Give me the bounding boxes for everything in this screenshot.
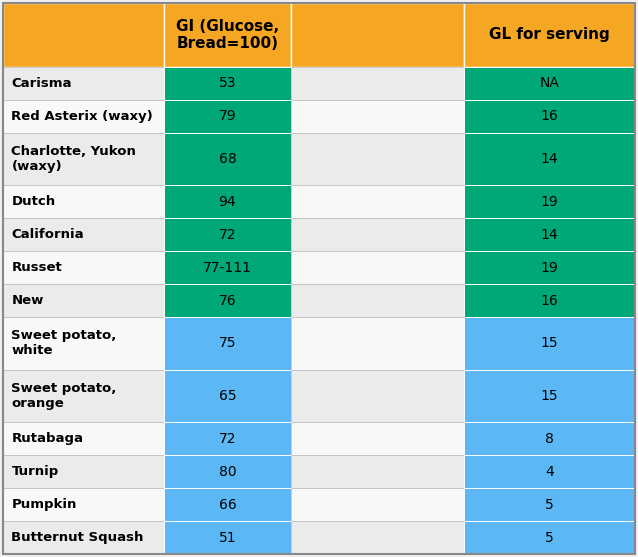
Bar <box>3 218 164 251</box>
Text: 68: 68 <box>219 152 236 166</box>
Bar <box>290 423 464 456</box>
Text: Sweet potato,
orange: Sweet potato, orange <box>11 382 117 410</box>
Bar <box>3 251 164 284</box>
Text: 19: 19 <box>540 195 558 209</box>
Bar <box>464 488 635 521</box>
Bar <box>464 185 635 218</box>
Text: 8: 8 <box>545 432 554 446</box>
Bar <box>290 185 464 218</box>
Bar <box>3 133 164 185</box>
Bar <box>164 100 290 133</box>
Bar <box>290 3 464 67</box>
Bar <box>164 284 290 317</box>
Text: Dutch: Dutch <box>11 196 56 208</box>
Bar <box>3 317 164 370</box>
Text: 15: 15 <box>541 389 558 403</box>
Bar <box>164 423 290 456</box>
Bar <box>3 185 164 218</box>
Text: 15: 15 <box>541 336 558 350</box>
Bar <box>464 100 635 133</box>
Text: Sweet potato,
white: Sweet potato, white <box>11 329 117 358</box>
Bar <box>164 456 290 488</box>
Text: 5: 5 <box>545 498 554 512</box>
Bar <box>290 218 464 251</box>
Bar <box>164 521 290 554</box>
Bar <box>290 251 464 284</box>
Bar <box>164 488 290 521</box>
Text: 14: 14 <box>541 152 558 166</box>
Bar <box>164 185 290 218</box>
Text: 14: 14 <box>541 228 558 242</box>
Text: Charlotte, Yukon
(waxy): Charlotte, Yukon (waxy) <box>11 145 137 173</box>
Text: 65: 65 <box>219 389 236 403</box>
Text: 16: 16 <box>540 294 558 307</box>
Text: 72: 72 <box>219 228 236 242</box>
Text: 16: 16 <box>540 109 558 123</box>
Text: 77-111: 77-111 <box>203 261 252 275</box>
Text: Turnip: Turnip <box>11 466 59 478</box>
Text: NA: NA <box>540 76 560 90</box>
Bar <box>3 370 164 423</box>
Bar <box>164 218 290 251</box>
Text: 79: 79 <box>219 109 236 123</box>
Bar <box>464 284 635 317</box>
Bar <box>290 133 464 185</box>
Bar <box>164 133 290 185</box>
Text: GI (Glucose,
Bread=100): GI (Glucose, Bread=100) <box>176 18 279 51</box>
Text: Red Asterix (waxy): Red Asterix (waxy) <box>11 110 153 123</box>
Bar <box>164 370 290 423</box>
Bar <box>290 100 464 133</box>
Bar <box>3 67 164 100</box>
Text: 51: 51 <box>219 531 236 545</box>
Text: GL for serving: GL for serving <box>489 27 610 42</box>
Bar <box>164 67 290 100</box>
Text: 72: 72 <box>219 432 236 446</box>
Text: 94: 94 <box>219 195 236 209</box>
Text: 75: 75 <box>219 336 236 350</box>
Bar <box>464 370 635 423</box>
Bar <box>290 456 464 488</box>
Bar <box>3 284 164 317</box>
Bar <box>164 251 290 284</box>
Bar <box>3 456 164 488</box>
Text: 80: 80 <box>219 465 236 479</box>
Bar <box>464 218 635 251</box>
Bar <box>290 370 464 423</box>
Bar <box>290 488 464 521</box>
Text: 4: 4 <box>545 465 554 479</box>
Text: 5: 5 <box>545 531 554 545</box>
Text: 53: 53 <box>219 76 236 90</box>
Bar <box>290 67 464 100</box>
Bar <box>464 133 635 185</box>
Bar <box>3 521 164 554</box>
Bar <box>290 521 464 554</box>
Text: 66: 66 <box>219 498 236 512</box>
Text: Rutabaga: Rutabaga <box>11 432 84 446</box>
Bar <box>3 3 164 67</box>
Text: Carisma: Carisma <box>11 77 72 90</box>
Bar <box>3 423 164 456</box>
Text: Russet: Russet <box>11 261 63 274</box>
Bar <box>3 100 164 133</box>
Bar <box>464 67 635 100</box>
Bar <box>164 317 290 370</box>
Bar <box>290 317 464 370</box>
Bar <box>290 284 464 317</box>
Bar <box>3 488 164 521</box>
Text: Pumpkin: Pumpkin <box>11 499 77 511</box>
Bar <box>464 423 635 456</box>
Bar <box>464 3 635 67</box>
Text: New: New <box>11 294 44 307</box>
Bar <box>464 521 635 554</box>
Text: California: California <box>11 228 84 241</box>
Bar <box>464 317 635 370</box>
Bar <box>464 251 635 284</box>
Text: Butternut Squash: Butternut Squash <box>11 531 144 544</box>
Text: 76: 76 <box>219 294 236 307</box>
Bar <box>464 456 635 488</box>
Text: 19: 19 <box>540 261 558 275</box>
Bar <box>164 3 290 67</box>
